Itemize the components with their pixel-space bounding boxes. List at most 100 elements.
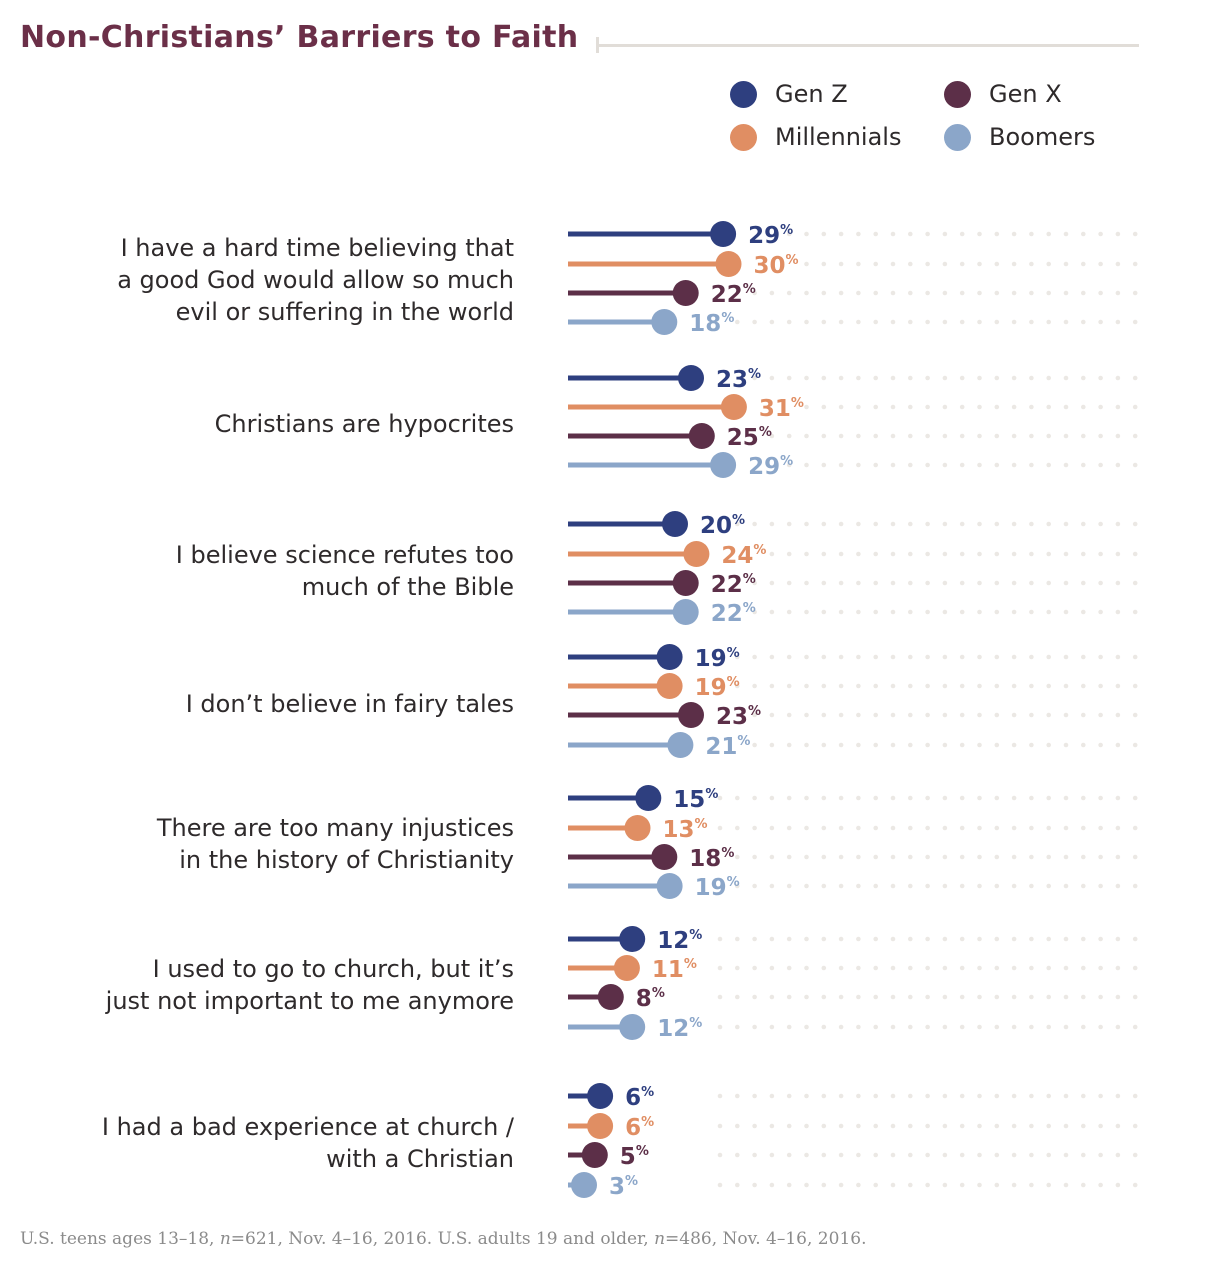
gridline-dot [804, 683, 809, 689]
gridline-dot [1098, 1093, 1103, 1099]
gridline-dot [873, 551, 878, 557]
lollipop-dot-gen-z [678, 365, 704, 391]
gridline-dot [1132, 433, 1138, 439]
value-label-millennials: 19% [695, 675, 740, 701]
gridline-dot [1063, 375, 1069, 381]
gridline-dot [1063, 462, 1069, 468]
gridline-dot [856, 433, 861, 439]
gridline-dot [838, 1093, 844, 1099]
gridline-dot [925, 521, 930, 527]
gridline-dot [908, 609, 913, 615]
gridline-dot [890, 795, 896, 801]
gridline-dot [994, 580, 1000, 586]
gridline-dot [1029, 261, 1034, 267]
gridline-dot [994, 609, 1000, 615]
gridline-dot [769, 936, 775, 942]
gridline-dot [821, 231, 827, 237]
value-label-percent-sign: % [689, 1016, 702, 1031]
gridline-dot [1046, 1123, 1051, 1129]
gridline-dot [821, 609, 827, 615]
gridline-dot [1063, 319, 1069, 325]
gridline-dot [908, 551, 913, 557]
gridline-dot [856, 883, 861, 889]
gridline-dot [1115, 1123, 1121, 1129]
value-label-boomers: 22% [711, 601, 756, 627]
gridline-dot [838, 609, 844, 615]
gridline-dot [1046, 883, 1051, 889]
gridline-dot [769, 825, 775, 831]
gridline-dot [769, 580, 775, 586]
lollipop-dot-millennials [656, 673, 683, 699]
gridline-dot [1115, 1152, 1121, 1158]
gridline-dot [925, 261, 930, 267]
gridline-dot [977, 261, 982, 267]
gridline-dot [1063, 1093, 1069, 1099]
gridline-dot [908, 683, 913, 689]
gridline-dot [1132, 551, 1138, 557]
gridline-dot [752, 825, 757, 831]
gridline-dot [1132, 521, 1138, 527]
gridline-dot [1011, 825, 1017, 831]
gridline-dot [1115, 521, 1121, 527]
gridline-dot [873, 883, 878, 889]
gridline-dot [1063, 1123, 1069, 1129]
gridline-dot [838, 462, 844, 468]
gridline-dot [873, 936, 878, 942]
gridline-dot [1011, 404, 1017, 410]
gridline-dot [752, 290, 757, 296]
gridline-dot [890, 231, 896, 237]
gridline-dot [1132, 742, 1138, 748]
gridline-dot [1132, 1182, 1138, 1188]
gridline-dot [821, 683, 827, 689]
gridline-dot [804, 854, 809, 860]
value-label-boomers: 12% [657, 1016, 702, 1042]
gridline-dot [873, 290, 878, 296]
gridline-dot [1063, 742, 1069, 748]
gridline-dot [1029, 521, 1034, 527]
gridline-dot [1081, 580, 1086, 586]
gridline-dot [786, 712, 792, 718]
value-label-boomers: 21% [705, 734, 750, 760]
gridline-dot [1098, 712, 1103, 718]
gridline-dot [735, 795, 740, 801]
gridline-dot [1081, 883, 1086, 889]
gridline-dot [1046, 1182, 1051, 1188]
gridline-dot [838, 795, 844, 801]
lollipop-dot-boomers [619, 1014, 646, 1040]
gridline-dot [735, 965, 740, 971]
gridline-dot [838, 319, 844, 325]
gridline-dot [1081, 742, 1086, 748]
gridline-dot [1132, 319, 1138, 325]
gridline-dot [994, 742, 1000, 748]
gridline-dot [994, 994, 1000, 1000]
value-label-boomers: 19% [695, 875, 740, 901]
gridline-dot [873, 319, 878, 325]
gridline-dot [1046, 654, 1051, 660]
gridline-dot [994, 231, 1000, 237]
gridline-dot [994, 825, 1000, 831]
gridline-dot [959, 742, 965, 748]
gridline-dot [942, 404, 948, 410]
value-label-millennials: 13% [663, 817, 708, 843]
gridline-dot [1011, 433, 1017, 439]
gridline-dot [959, 883, 965, 889]
gridline-dot [942, 580, 948, 586]
gridline-dot [821, 404, 827, 410]
gridline-dot [856, 404, 861, 410]
gridline-dot [994, 551, 1000, 557]
value-label-percent-sign: % [748, 704, 761, 719]
gridline-dot [1115, 854, 1121, 860]
gridline-dot [873, 1093, 878, 1099]
lollipop-dot-gen-x [672, 280, 699, 306]
gridline-dot [838, 231, 844, 237]
gridline-dot [977, 462, 982, 468]
gridline-dot [959, 609, 965, 615]
gridline-dot [925, 462, 930, 468]
gridline-dot [821, 261, 827, 267]
gridline-dot [1029, 936, 1034, 942]
gridline-dot [769, 654, 775, 660]
gridline-dot [821, 375, 827, 381]
gridline-dot [925, 936, 930, 942]
lollipop-dot-millennials [613, 955, 640, 981]
gridline-dot [890, 1024, 896, 1030]
